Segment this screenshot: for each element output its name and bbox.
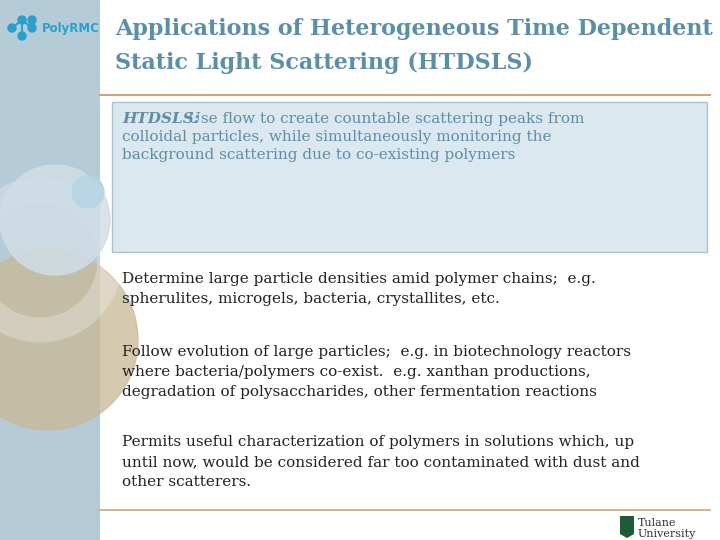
Circle shape — [28, 16, 36, 24]
Text: spherulites, microgels, bacteria, crystallites, etc.: spherulites, microgels, bacteria, crysta… — [122, 292, 500, 306]
Text: until now, would be considered far too contaminated with dust and: until now, would be considered far too c… — [122, 455, 640, 469]
Circle shape — [8, 24, 16, 32]
Bar — [0, 0, 100, 540]
Text: colloidal particles, while simultaneously monitoring the: colloidal particles, while simultaneousl… — [122, 130, 552, 144]
Text: Tulane: Tulane — [638, 518, 677, 528]
Bar — [100, 0, 720, 540]
Text: Applications of Heterogeneous Time Dependent: Applications of Heterogeneous Time Depen… — [115, 18, 713, 40]
Text: Permits useful characterization of polymers in solutions which, up: Permits useful characterization of polym… — [122, 435, 634, 449]
Circle shape — [0, 250, 138, 430]
Text: University: University — [638, 529, 696, 539]
Text: Determine large particle densities amid polymer chains;  e.g.: Determine large particle densities amid … — [122, 272, 595, 286]
Text: Follow evolution of large particles;  e.g. in biotechnology reactors: Follow evolution of large particles; e.g… — [122, 345, 631, 359]
Text: background scattering due to co-existing polymers: background scattering due to co-existing… — [122, 148, 516, 162]
Text: Static Light Scattering (HTDSLS): Static Light Scattering (HTDSLS) — [115, 52, 533, 74]
FancyBboxPatch shape — [112, 102, 707, 252]
Text: other scatterers.: other scatterers. — [122, 475, 251, 489]
Text: degradation of polysaccharides, other fermentation reactions: degradation of polysaccharides, other fe… — [122, 385, 597, 399]
Circle shape — [0, 165, 110, 275]
Polygon shape — [620, 516, 634, 538]
Text: PolyRMC: PolyRMC — [42, 22, 100, 35]
Circle shape — [18, 16, 26, 24]
Circle shape — [72, 176, 104, 208]
Circle shape — [18, 32, 26, 40]
Text: HTDSLS:: HTDSLS: — [122, 112, 199, 126]
Circle shape — [28, 24, 36, 32]
Text: Use flow to create countable scattering peaks from: Use flow to create countable scattering … — [188, 112, 585, 126]
Text: where bacteria/polymers co-exist.  e.g. xanthan productions,: where bacteria/polymers co-exist. e.g. x… — [122, 365, 590, 379]
